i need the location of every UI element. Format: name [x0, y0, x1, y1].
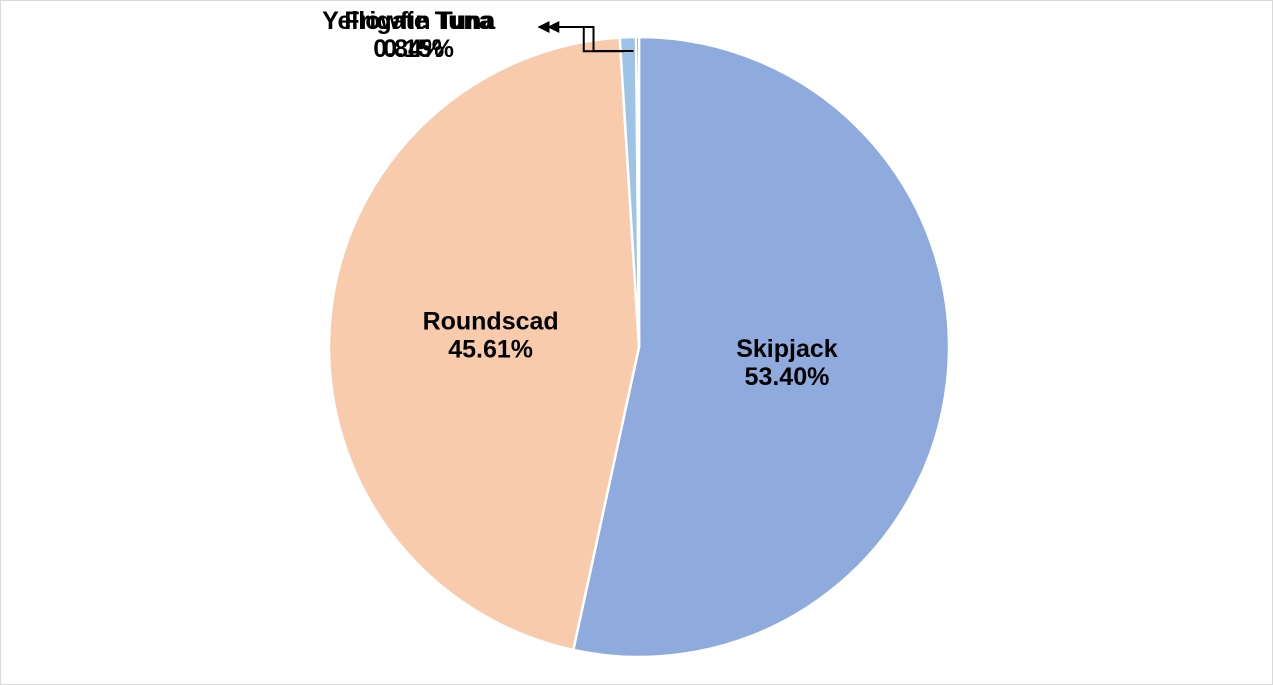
data-label-roundscad: Roundscad 45.61% [423, 308, 559, 364]
data-label-category: Skipjack [736, 335, 838, 363]
data-label-yellowfin-tuna: Yellowfin Tuna 0.84% [322, 7, 496, 63]
data-label-skipjack: Skipjack 53.40% [736, 335, 838, 391]
data-label-category: Frigate Tuna [344, 7, 493, 35]
pie-slice-skipjack [572, 35, 951, 659]
data-label-category: Yellowfin Tuna [322, 7, 496, 35]
pie-slice-roundscad [327, 36, 641, 652]
pie-slice-frigate-tuna [634, 35, 641, 349]
data-label-value: 0.84% [373, 35, 444, 63]
data-label-value: 0.15% [383, 35, 454, 63]
leader-line-frigate-tuna [547, 21, 634, 53]
data-label-frigate-tuna: Frigate Tuna 0.15% [344, 7, 493, 63]
data-labels: Skipjack 53.40% Roundscad 45.61% Yellowfin T… [322, 7, 838, 391]
data-label-category: Roundscad [423, 308, 559, 336]
data-label-value: 45.61% [448, 336, 533, 364]
pie-slices [327, 35, 951, 659]
leader-lines [537, 21, 634, 53]
data-label-value: 53.40% [745, 363, 830, 391]
